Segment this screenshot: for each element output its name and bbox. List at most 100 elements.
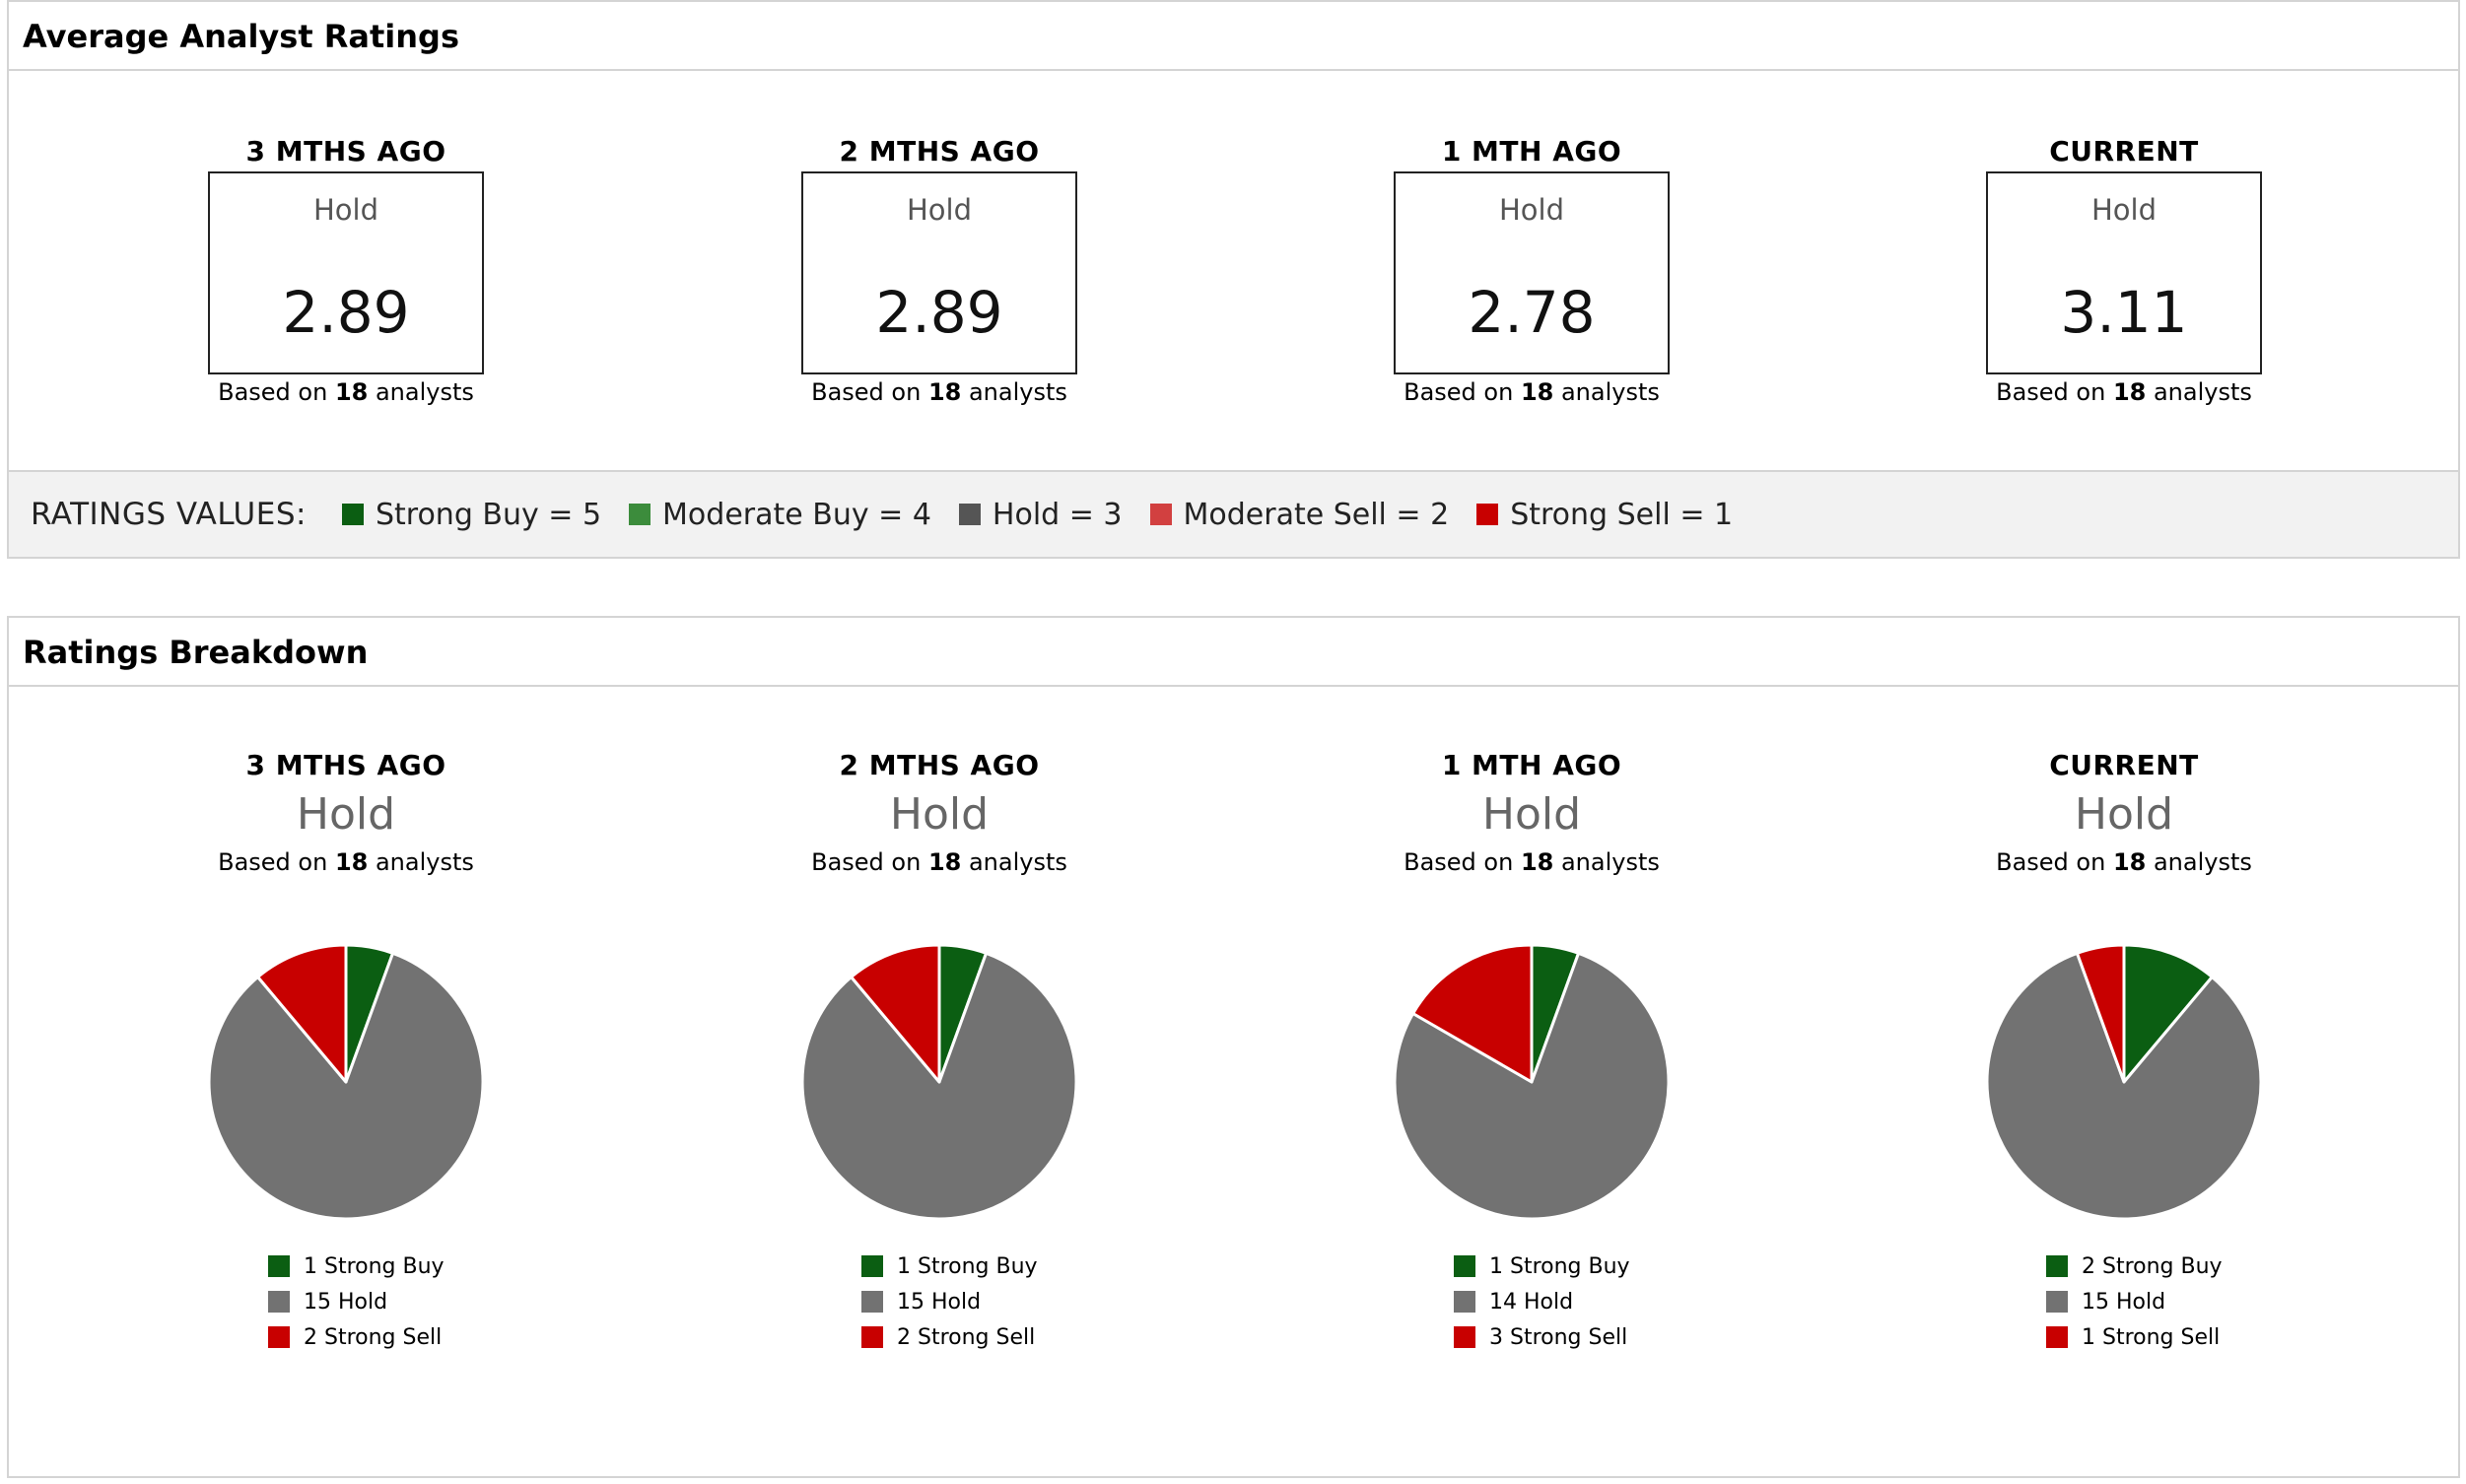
- legend-swatch: [1454, 1326, 1475, 1348]
- breakdown-rating-label: Hold: [296, 789, 396, 840]
- avg-rating-value: 2.89: [875, 279, 1003, 346]
- ratings-values-legend: RATINGS VALUES: Strong Buy = 5 Moderate …: [9, 470, 2458, 557]
- pie-legend-item: 15 Hold: [861, 1284, 1038, 1319]
- breakdown-period-title: 1 MTH AGO: [1441, 749, 1622, 781]
- pie-slice: [2075, 943, 2126, 1084]
- pie-legend-item: 1 Strong Buy: [861, 1248, 1038, 1284]
- pie-legend-label: 14 Hold: [1489, 1289, 1574, 1315]
- pie-chart: [1985, 943, 2263, 1221]
- avg-column-current: CURRENT Hold 3.11 Based on 18 analysts: [1976, 132, 2272, 410]
- pie-legend-item: 14 Hold: [1454, 1284, 1630, 1319]
- pie-slice: [850, 943, 941, 1084]
- avg-rating-value: 3.11: [2060, 279, 2188, 346]
- avg-rating-label: Hold: [1498, 193, 1564, 227]
- pie-legend: 1 Strong Buy 15 Hold 2 Strong Sell: [268, 1248, 445, 1355]
- ratings-value-item: Moderate Sell = 2: [1149, 498, 1449, 532]
- legend-swatch: [861, 1291, 883, 1313]
- ratings-breakdown-panel: Ratings Breakdown 3 MTHS AGO Hold Based …: [7, 616, 2460, 1478]
- legend-swatch: [861, 1255, 883, 1277]
- ratings-values-title: RATINGS VALUES:: [31, 497, 307, 532]
- legend-swatch: [861, 1326, 883, 1348]
- pie-legend-label: 2 Strong Sell: [897, 1324, 1036, 1350]
- avg-period-title: 2 MTHS AGO: [839, 135, 1040, 168]
- breakdown-based-on: Based on 18 analysts: [1996, 848, 2252, 876]
- breakdown-rating-label: Hold: [1481, 789, 1582, 840]
- breakdown-period-title: CURRENT: [2049, 749, 2199, 781]
- average-ratings-panel: Average Analyst Ratings 3 MTHS AGO Hold …: [7, 0, 2460, 559]
- pie-legend-item: 3 Strong Sell: [1454, 1319, 1630, 1355]
- avg-based-on: Based on 18 analysts: [1996, 378, 2252, 406]
- legend-swatch: [268, 1255, 290, 1277]
- pie-legend-label: 1 Strong Sell: [2082, 1324, 2221, 1350]
- breakdown-column-3m: 3 MTHS AGO Hold Based on 18 analysts: [198, 746, 494, 880]
- pie-slice: [2122, 943, 2214, 1084]
- breakdown-rating-label: Hold: [2074, 789, 2174, 840]
- avg-column-2m: 2 MTHS AGO Hold 2.89 Based on 18 analyst…: [791, 132, 1087, 410]
- avg-based-on: Based on 18 analysts: [1404, 378, 1660, 406]
- ratings-value-item: Strong Sell = 1: [1476, 498, 1733, 532]
- breakdown-column-1m: 1 MTH AGO Hold Based on 18 analysts: [1384, 746, 1679, 880]
- legend-swatch: [2046, 1291, 2068, 1313]
- avg-column-3m: 3 MTHS AGO Hold 2.89 Based on 18 analyst…: [198, 132, 494, 410]
- pie-legend-item: 1 Strong Buy: [1454, 1248, 1630, 1284]
- legend-swatch: [2046, 1255, 2068, 1277]
- legend-swatch: [268, 1326, 290, 1348]
- breakdown-period-title: 2 MTHS AGO: [839, 749, 1040, 781]
- pie-legend-item: 1 Strong Sell: [2046, 1319, 2223, 1355]
- pie-chart: [207, 943, 485, 1221]
- pie-chart: [1393, 943, 1671, 1221]
- pie-legend-label: 15 Hold: [897, 1289, 982, 1315]
- legend-swatch: [1149, 504, 1172, 525]
- breakdown-rating-label: Hold: [889, 789, 990, 840]
- pie-legend-label: 1 Strong Buy: [304, 1253, 445, 1279]
- pie-legend: 1 Strong Buy 15 Hold 2 Strong Sell: [861, 1248, 1038, 1355]
- pie-legend-item: 1 Strong Buy: [268, 1248, 445, 1284]
- legend-swatch: [2046, 1326, 2068, 1348]
- avg-rating-box: Hold 2.89: [801, 171, 1077, 374]
- avg-rating-label: Hold: [906, 193, 972, 227]
- average-ratings-header: Average Analyst Ratings: [9, 2, 2458, 71]
- breakdown-based-on: Based on 18 analysts: [218, 848, 474, 876]
- pie-legend-label: 15 Hold: [304, 1289, 388, 1315]
- legend-swatch: [629, 504, 651, 525]
- breakdown-column-2m: 2 MTHS AGO Hold Based on 18 analysts: [791, 746, 1087, 880]
- pie-slice: [1393, 951, 1671, 1221]
- avg-period-title: 3 MTHS AGO: [245, 135, 446, 168]
- breakdown-based-on: Based on 18 analysts: [1404, 848, 1660, 876]
- pie-legend-label: 1 Strong Buy: [897, 1253, 1038, 1279]
- pie-slice: [256, 943, 348, 1084]
- legend-swatch: [1476, 504, 1499, 525]
- legend-swatch: [341, 504, 364, 525]
- ratings-value-item: Strong Buy = 5: [341, 498, 601, 532]
- pie-legend-item: 2 Strong Sell: [861, 1319, 1038, 1355]
- breakdown-column-current: CURRENT Hold Based on 18 analysts: [1976, 746, 2272, 880]
- pie-chart: [800, 943, 1078, 1221]
- legend-swatch: [958, 504, 981, 525]
- pie-slice: [1985, 951, 2263, 1221]
- pie-legend-item: 2 Strong Sell: [268, 1319, 445, 1355]
- avg-period-title: CURRENT: [2049, 135, 2199, 168]
- ratings-value-item: Hold = 3: [958, 498, 1123, 532]
- ratings-breakdown-header: Ratings Breakdown: [9, 618, 2458, 687]
- avg-based-on: Based on 18 analysts: [811, 378, 1067, 406]
- pie-legend: 1 Strong Buy 14 Hold 3 Strong Sell: [1454, 1248, 1630, 1355]
- breakdown-period-title: 3 MTHS AGO: [245, 749, 446, 781]
- pie-legend-label: 2 Strong Buy: [2082, 1253, 2223, 1279]
- ratings-value-item: Moderate Buy = 4: [629, 498, 931, 532]
- legend-swatch: [1454, 1255, 1475, 1277]
- avg-rating-value: 2.89: [282, 279, 410, 346]
- pie-legend: 2 Strong Buy 15 Hold 1 Strong Sell: [2046, 1248, 2223, 1355]
- pie-legend-label: 1 Strong Buy: [1489, 1253, 1630, 1279]
- pie-legend-item: 15 Hold: [2046, 1284, 2223, 1319]
- avg-rating-value: 2.78: [1468, 279, 1596, 346]
- legend-swatch: [268, 1291, 290, 1313]
- legend-swatch: [1454, 1291, 1475, 1313]
- pie-legend-item: 15 Hold: [268, 1284, 445, 1319]
- pie-slice: [1411, 943, 1534, 1084]
- avg-period-title: 1 MTH AGO: [1441, 135, 1622, 168]
- avg-based-on: Based on 18 analysts: [218, 378, 474, 406]
- pie-legend-label: 15 Hold: [2082, 1289, 2166, 1315]
- avg-rating-box: Hold 3.11: [1986, 171, 2262, 374]
- breakdown-based-on: Based on 18 analysts: [811, 848, 1067, 876]
- avg-rating-label: Hold: [2090, 193, 2157, 227]
